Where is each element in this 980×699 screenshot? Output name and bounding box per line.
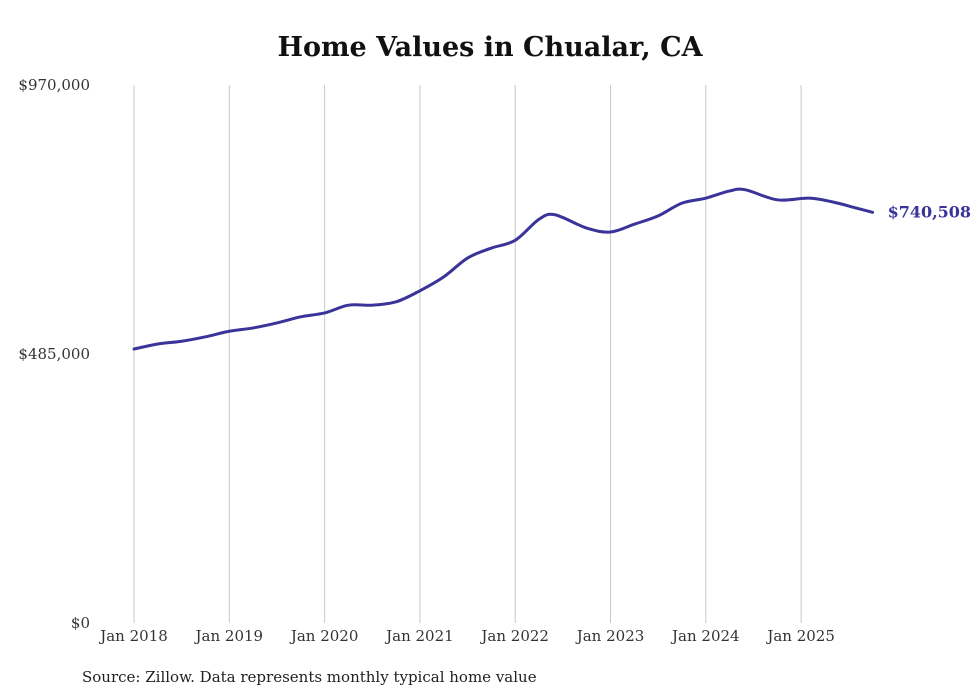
end-value-label: $740,508 — [888, 202, 972, 221]
x-tick-label: Jan 2023 — [575, 627, 645, 645]
x-tick-label: Jan 2021 — [384, 627, 454, 645]
y-tick-label: $970,000 — [18, 76, 90, 94]
x-tick-label: Jan 2020 — [289, 627, 359, 645]
x-tick-label: Jan 2024 — [670, 627, 740, 645]
x-tick-label: Jan 2019 — [194, 627, 264, 645]
y-tick-label: $0 — [71, 614, 90, 632]
chart-title: Home Values in Chualar, CA — [277, 32, 703, 63]
x-tick-label: Jan 2022 — [479, 627, 549, 645]
y-tick-label: $485,000 — [18, 345, 90, 363]
x-tick-label: Jan 2018 — [98, 627, 168, 645]
source-note: Source: Zillow. Data represents monthly … — [82, 668, 537, 686]
series-line — [132, 187, 875, 351]
x-tick-label: Jan 2025 — [765, 627, 835, 645]
